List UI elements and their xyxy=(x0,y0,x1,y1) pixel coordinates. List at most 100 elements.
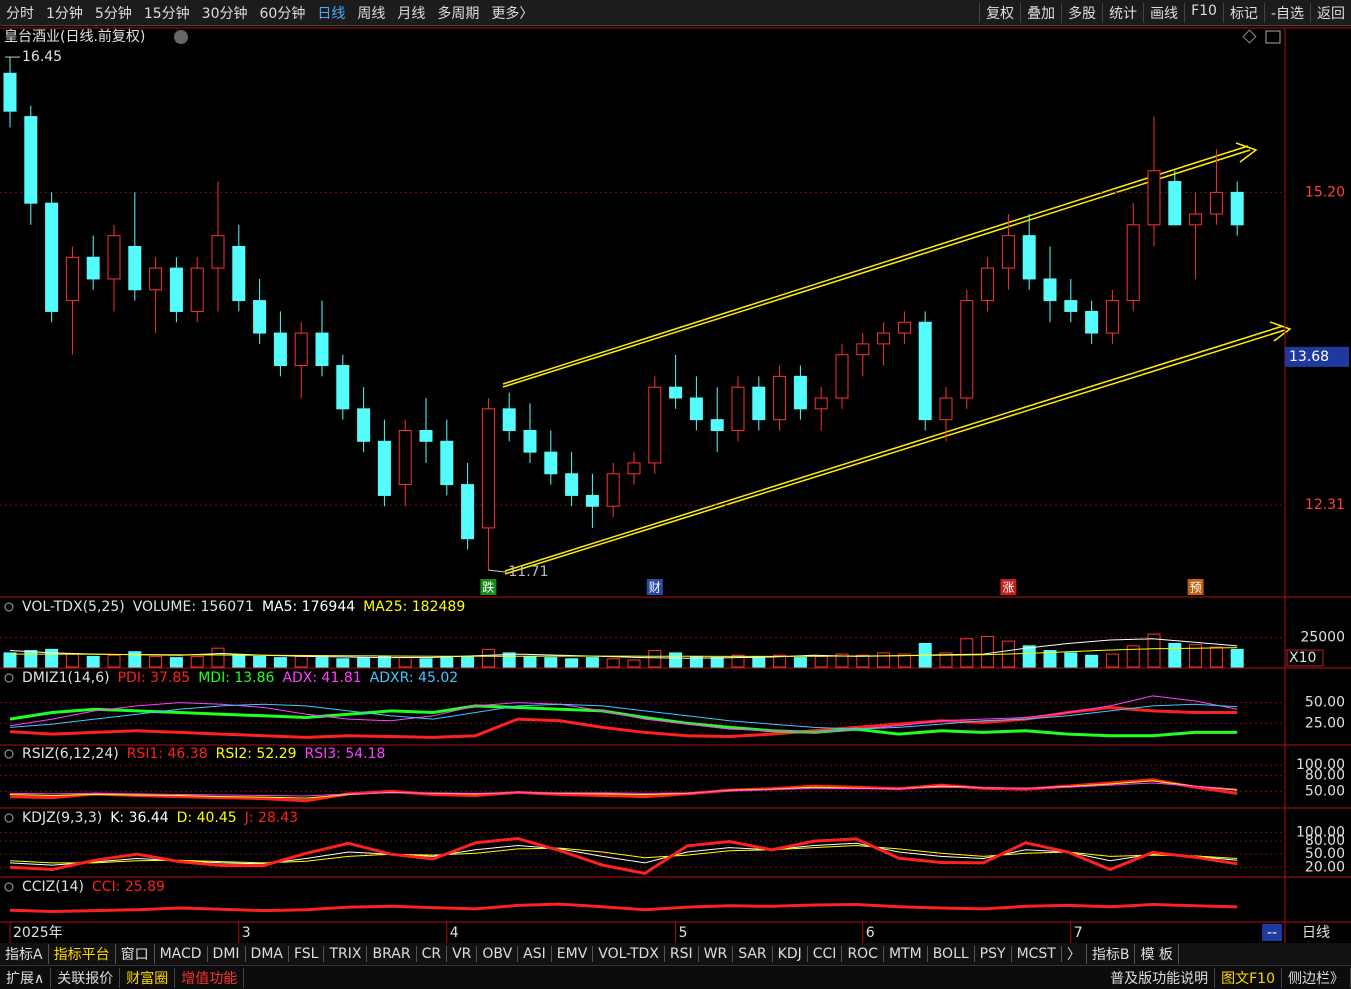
candle-body xyxy=(648,386,662,464)
volume-bar xyxy=(1064,652,1078,668)
candle-body xyxy=(377,440,391,496)
tool-button[interactable]: 叠加 xyxy=(1020,2,1061,23)
tool-button[interactable]: 多股 xyxy=(1061,2,1102,23)
event-marker-text: 预 xyxy=(1190,581,1202,595)
indicator-tab[interactable]: RSI xyxy=(665,946,699,962)
indicator-tab[interactable]: SAR xyxy=(733,946,773,962)
status-left: 扩展∧ 关联报价 财富圈 增值功能 xyxy=(0,967,245,988)
y-tick-label: 15.20 xyxy=(1305,184,1345,200)
status-item[interactable]: 图文F10 xyxy=(1215,967,1282,988)
status-item[interactable]: 关联报价 xyxy=(51,967,121,988)
indicator-tab[interactable]: BRAR xyxy=(367,946,417,962)
indicator-tab[interactable]: DMI xyxy=(208,946,246,962)
window-icon[interactable] xyxy=(1265,30,1281,44)
candle-body xyxy=(273,332,287,367)
indicator-tab[interactable]: ASI xyxy=(518,946,552,962)
candle-body xyxy=(398,429,412,486)
corner-label: -- xyxy=(1267,925,1277,941)
period-tab[interactable]: 60分钟 xyxy=(259,5,306,22)
panel-title: DMIZ1(14,6) xyxy=(22,670,110,686)
panel-icon xyxy=(4,882,14,892)
candle-body xyxy=(1126,224,1140,302)
panel-icon xyxy=(4,602,14,612)
candle-body xyxy=(939,397,953,421)
tool-button[interactable]: 返回 xyxy=(1310,2,1351,23)
indicator-tab[interactable]: VR xyxy=(447,946,478,962)
event-marker-text: 财 xyxy=(649,581,661,595)
period-tab[interactable]: 1分钟 xyxy=(46,5,83,22)
candle-body xyxy=(232,245,246,302)
candle-body xyxy=(565,473,579,496)
status-item[interactable]: 增值功能 xyxy=(175,967,245,988)
volume-bar xyxy=(1230,648,1244,668)
indicator-tab[interactable]: MCST xyxy=(1012,946,1062,962)
indicator-line xyxy=(9,704,1238,738)
indicator-tab[interactable]: 模 板 xyxy=(1135,944,1179,964)
period-tab[interactable]: 多周期 xyxy=(437,5,480,22)
indicator-tab[interactable]: 窗口 xyxy=(116,944,155,964)
indicator-tab[interactable]: PSY xyxy=(975,946,1012,962)
indicator-tab[interactable]: MTM xyxy=(884,946,928,962)
period-tab[interactable]: 15分钟 xyxy=(143,5,190,22)
tool-button[interactable]: 统计 xyxy=(1102,2,1143,23)
tool-button[interactable]: 画线 xyxy=(1143,2,1184,23)
volume-bar xyxy=(1043,650,1057,668)
period-tab[interactable]: 更多〉 xyxy=(491,5,534,22)
volume-bar xyxy=(523,655,537,668)
period-label: 日线 xyxy=(1302,925,1330,941)
tool-button[interactable]: -自选 xyxy=(1263,2,1310,23)
indicator-tab[interactable]: VOL-TDX xyxy=(593,946,665,962)
indicator-tab[interactable]: 指标平台 xyxy=(49,944,116,964)
diamond-icon[interactable] xyxy=(1242,29,1257,44)
y-tick-label: 20.00 xyxy=(1305,859,1345,875)
toolbar: 分时 1分钟 5分钟 15分钟 30分钟 60分钟 日线 周线 月线 多周期 更多〉 复权 叠加 多股 统计… xyxy=(0,0,1351,26)
indicator-tab[interactable]: CCI xyxy=(808,946,843,962)
status-item[interactable]: 侧边栏》 xyxy=(1282,967,1351,988)
indicator-tab[interactable]: KDJ xyxy=(773,946,808,962)
indicator-tab[interactable]: ROC xyxy=(842,946,884,962)
candle-body xyxy=(814,397,828,410)
panel-icon xyxy=(4,749,14,759)
indicator-tab[interactable]: 〉 xyxy=(1062,944,1087,964)
indicator-tab[interactable]: BOLL xyxy=(928,946,975,962)
volume-bar xyxy=(793,657,807,668)
indicator-line xyxy=(9,778,1238,803)
volume-bar xyxy=(294,655,308,668)
period-tab[interactable]: 日线 xyxy=(317,5,346,22)
indicator-tab[interactable]: WR xyxy=(699,946,734,962)
indicator-tab[interactable]: DMA xyxy=(246,946,289,962)
tool-button[interactable]: 标记 xyxy=(1222,2,1264,23)
candle-body xyxy=(981,267,995,302)
indicator-tab[interactable]: 指标B xyxy=(1087,944,1136,964)
tool-button[interactable]: F10 xyxy=(1184,2,1223,23)
volume-bar xyxy=(939,652,953,668)
indicator-tab[interactable]: EMV xyxy=(552,946,594,962)
indicator-line xyxy=(9,695,1238,733)
period-tab[interactable]: 30分钟 xyxy=(201,5,248,22)
indicator-tab[interactable]: TRIX xyxy=(324,946,368,962)
volume-bar xyxy=(3,652,17,668)
indicator-tab[interactable]: OBV xyxy=(477,946,519,962)
volume-bar xyxy=(232,654,246,668)
status-item[interactable]: 普及版功能说明 xyxy=(1104,967,1216,988)
y-tick-label: 25000 xyxy=(1300,630,1345,646)
tool-buttons: 复权 叠加 多股 统计 画线 F10 标记 -自选 返回 xyxy=(979,2,1351,23)
period-tab[interactable]: 周线 xyxy=(357,5,386,22)
status-item[interactable]: 财富圈 xyxy=(120,967,176,988)
legend-entry: RSI3: 54.18 xyxy=(305,746,386,762)
legend-entry: ADXR: 45.02 xyxy=(370,670,459,686)
period-tab[interactable]: 月线 xyxy=(397,5,426,22)
indicator-tab[interactable]: 指标A xyxy=(0,944,49,964)
indicator-tab[interactable]: MACD xyxy=(155,946,208,962)
indicator-line xyxy=(9,836,1238,875)
period-tab[interactable]: 分时 xyxy=(6,5,34,22)
y-tick-label: 25.00 xyxy=(1305,715,1345,731)
tool-button[interactable]: 复权 xyxy=(979,2,1020,23)
volume-bar xyxy=(1105,653,1119,668)
status-item[interactable]: 扩展∧ xyxy=(0,967,52,988)
indicator-tab[interactable]: FSL xyxy=(289,946,325,962)
event-marker xyxy=(646,579,663,595)
period-tab[interactable]: 5分钟 xyxy=(94,5,132,22)
title-dropdown[interactable] xyxy=(174,30,188,44)
indicator-tab[interactable]: CR xyxy=(417,946,448,962)
